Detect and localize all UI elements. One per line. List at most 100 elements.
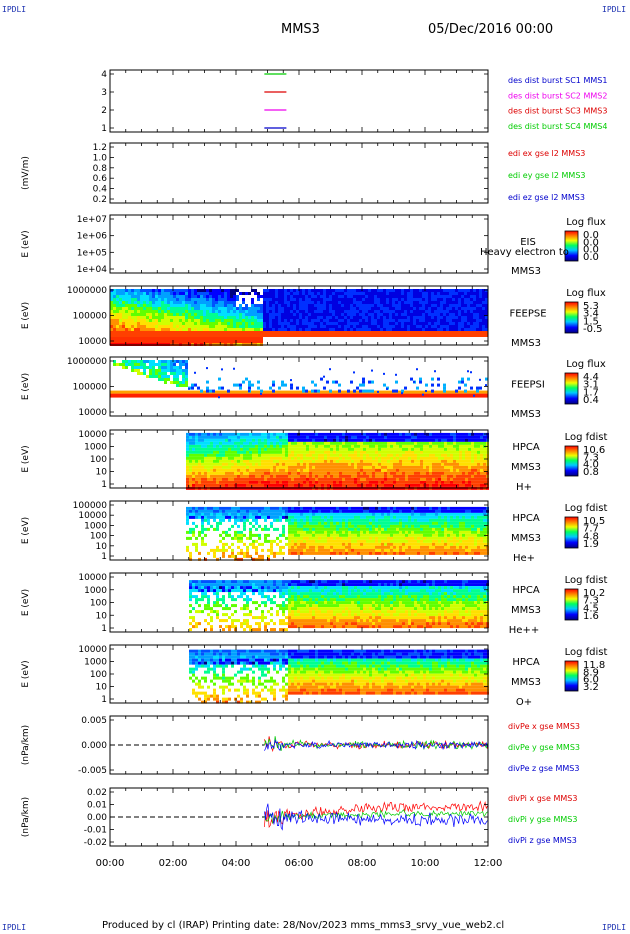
colorbar-title: Log fdist — [565, 575, 608, 586]
colorbar — [564, 372, 579, 405]
y-tick-label: 1 — [101, 624, 107, 634]
corner-logo-bottom-left: IPDLI — [2, 923, 27, 932]
legend-item: edi ex gse l2 MMS3 — [508, 149, 585, 158]
y-tick-label: 0.01 — [87, 801, 107, 811]
instrument-name: HPCA — [512, 442, 540, 453]
overlay-text: Heavy electron to — [480, 247, 569, 258]
legend-item: edi ez gse l2 MMS3 — [508, 193, 585, 202]
panel-frame — [109, 142, 489, 204]
time-axis: 00:00 02:00 04:00 06:00 08:00 10:00 12:00 — [96, 858, 503, 869]
y-tick-label: 10000 — [78, 511, 107, 521]
colorbar-tick: 1.5 — [583, 316, 599, 327]
y-tick-label: 2 — [101, 106, 107, 116]
colorbar-tick: 1.9 — [583, 539, 599, 550]
y-axis-label: (mV/m) — [21, 156, 31, 190]
y-tick-label: -0.005 — [78, 766, 107, 776]
x-tick-label: 00:00 — [96, 858, 125, 869]
instrument-name: HPCA — [512, 513, 540, 524]
instrument-spacecraft: MMS3 — [511, 605, 541, 616]
instrument-name: HPCA — [512, 657, 540, 668]
x-tick-label: 08:00 — [348, 858, 377, 869]
y-tick-label: 10000 — [78, 645, 107, 655]
colorbar — [564, 588, 579, 621]
instrument-name: FEEPSE — [509, 309, 546, 320]
y-tick-label: 1.2 — [93, 143, 107, 153]
y-tick-label: 100 — [90, 599, 107, 609]
y-tick-label: 1 — [101, 552, 107, 562]
instrument-spacecraft: MMS3 — [511, 533, 541, 544]
y-tick-label: -0.02 — [84, 838, 107, 848]
y-tick-label: 0.005 — [81, 716, 107, 726]
colorbar-tick: 10.5 — [583, 516, 605, 527]
colorbar-tick: -0.5 — [583, 324, 603, 335]
panel-frame — [109, 214, 489, 274]
y-tick-label: 1 — [101, 124, 107, 134]
colorbar — [564, 230, 579, 262]
y-tick-label: 10000 — [78, 337, 107, 347]
y-tick-label: 100000 — [73, 383, 108, 393]
colorbar-tick: 0.8 — [583, 467, 599, 478]
x-tick-label: 04:00 — [222, 858, 251, 869]
y-tick-label: 1000 — [84, 443, 107, 453]
y-tick-label: 10 — [96, 542, 108, 552]
colorbar-tick: 0.4 — [583, 395, 599, 406]
y-axis-label: E (eV) — [21, 517, 31, 544]
legend-item: divPi z gse MMS3 — [508, 836, 577, 845]
y-tick-label: 1000 — [84, 521, 107, 531]
y-tick-label: 0.4 — [93, 185, 108, 195]
y-axis-label: E (eV) — [21, 660, 31, 687]
colorbar-tick: 8.9 — [583, 667, 599, 678]
legend-item: divPi y gse MMS3 — [508, 815, 577, 824]
y-tick-label: 100000 — [73, 312, 108, 322]
x-tick-label: 10:00 — [411, 858, 440, 869]
colorbar-title: Log fdist — [565, 503, 608, 514]
y-axis-label: E (eV) — [21, 589, 31, 616]
colorbar-title: Log fdist — [565, 647, 608, 658]
colorbar-tick: 4.5 — [583, 603, 599, 614]
colorbar — [564, 660, 579, 692]
y-tick-label: 1000 — [84, 658, 107, 668]
colorbar — [564, 516, 579, 549]
legend-item: edi ey gse l2 MMS3 — [508, 171, 586, 180]
colorbar-tick: 7.7 — [583, 524, 599, 535]
colorbar-tick: 5.3 — [583, 301, 599, 312]
y-tick-label: 10000 — [78, 408, 107, 418]
colorbar-tick: 6.0 — [583, 675, 599, 686]
y-tick-label: 100 — [90, 670, 107, 680]
species-label: He++ — [509, 625, 539, 636]
x-tick-label: 12:00 — [474, 858, 503, 869]
y-tick-label: 10 — [96, 611, 108, 621]
colorbar-title: Log flux — [566, 288, 606, 299]
series-line — [264, 800, 488, 828]
colorbar-tick: 0.0 — [583, 237, 599, 248]
legend-item: divPe z gse MMS3 — [508, 764, 579, 773]
y-tick-label: 10000 — [78, 573, 107, 583]
colorbar-tick: 3.4 — [583, 309, 599, 320]
colorbar-tick: 10.2 — [583, 588, 605, 599]
colorbar — [564, 301, 579, 334]
y-tick-label: 100000 — [73, 501, 108, 511]
y-tick-label: 1.0 — [93, 153, 108, 163]
legend-item: divPe x gse MMS3 — [508, 722, 580, 731]
series-line — [264, 738, 488, 751]
colorbar-tick: 7.3 — [583, 452, 599, 463]
plot-panels: 4 3 2 1 des dist burst SC1 MMS1 des dist burs… — [21, 69, 608, 848]
colorbar-tick: 0.0 — [583, 230, 599, 241]
colorbar-tick: 0.0 — [583, 245, 599, 256]
y-tick-label: 1000000 — [67, 357, 107, 367]
colorbar-tick: 4.8 — [583, 531, 599, 542]
x-tick-label: 06:00 — [285, 858, 314, 869]
y-tick-label: 10000 — [78, 430, 107, 440]
mission-title: MMS3 — [281, 22, 320, 37]
colorbar-tick: 10.6 — [583, 445, 605, 456]
series-line — [264, 736, 488, 753]
instrument-spacecraft: MMS3 — [511, 266, 541, 277]
instrument-name: HPCA — [512, 585, 540, 596]
y-tick-label: 4 — [101, 70, 107, 80]
legend-item: des dist burst SC3 MMS3 — [508, 107, 607, 116]
colorbar-title: Log flux — [566, 359, 606, 370]
y-tick-label: 100 — [90, 532, 107, 542]
y-tick-label: 1e+05 — [77, 248, 107, 258]
y-tick-label: 1e+04 — [77, 265, 108, 275]
